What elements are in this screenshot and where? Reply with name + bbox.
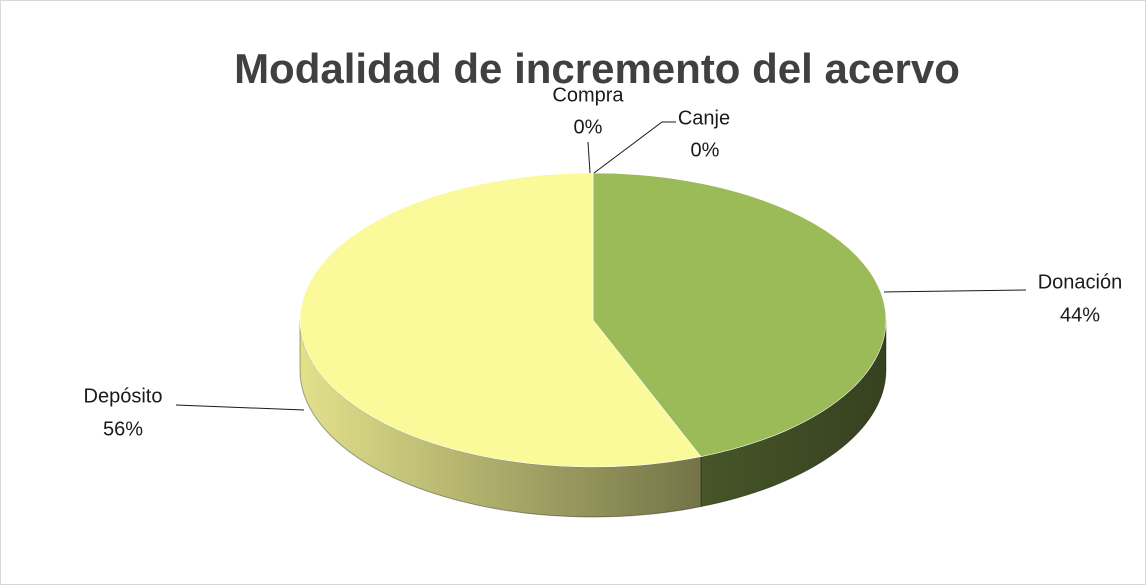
slice <box>592 172 887 458</box>
slice-label: Compra <box>552 84 624 106</box>
leader-line <box>587 141 591 174</box>
slice-label: Canje <box>678 107 730 129</box>
slice-label: Depósito <box>84 385 163 407</box>
slice-value-label: 0% <box>691 139 720 161</box>
slice-value-label: 0% <box>574 116 603 138</box>
slice <box>299 172 702 468</box>
leader-line <box>175 404 305 411</box>
slice-label: Donación <box>1038 271 1123 293</box>
leader-line <box>593 121 676 174</box>
slice-value-label: 44% <box>1060 304 1100 326</box>
chart-title: Modalidad de incremento del acervo <box>234 45 960 92</box>
slice-value-label: 56% <box>103 418 143 440</box>
leader-line <box>883 289 1027 293</box>
